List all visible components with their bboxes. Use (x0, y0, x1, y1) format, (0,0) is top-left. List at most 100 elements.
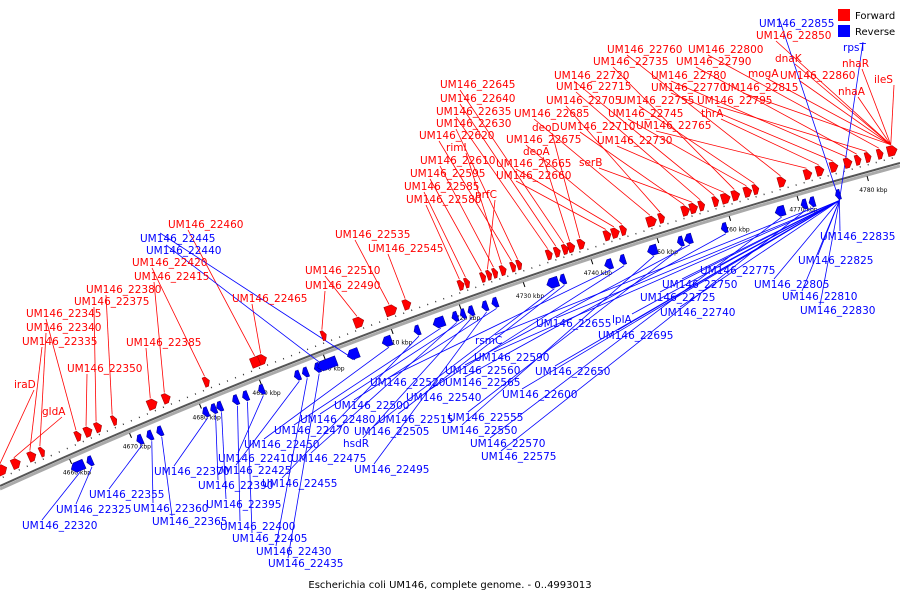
forward-gene[interactable] (37, 446, 47, 458)
reverse-gene-arrow[interactable] (231, 394, 241, 406)
reverse-gene-label[interactable]: UM146_22575 (481, 451, 556, 463)
forward-gene-label[interactable]: UM146_22710 (560, 121, 635, 133)
reverse-gene[interactable] (85, 455, 95, 468)
forward-gene[interactable] (479, 271, 487, 283)
forward-gene-label[interactable]: UM146_22465 (232, 293, 307, 305)
forward-gene-arrow[interactable] (145, 397, 159, 411)
reverse-gene[interactable] (720, 222, 729, 234)
forward-gene-arrow[interactable] (201, 376, 211, 388)
forward-gene-arrow[interactable] (109, 415, 119, 427)
forward-gene-label[interactable]: dnaK (775, 53, 803, 65)
forward-gene-label[interactable]: UM146_22620 (419, 130, 494, 142)
forward-gene-label[interactable]: iraD (14, 379, 36, 391)
reverse-gene-label[interactable]: UM146_22395 (206, 499, 281, 511)
forward-gene-label[interactable]: UM146_22730 (597, 135, 672, 147)
forward-gene-arrow[interactable] (82, 425, 94, 438)
forward-gene[interactable] (863, 152, 872, 164)
forward-gene-arrow[interactable] (814, 165, 825, 177)
forward-gene[interactable] (552, 246, 562, 258)
reverse-gene[interactable] (480, 300, 490, 312)
reverse-gene-arrow[interactable] (300, 366, 310, 378)
forward-gene[interactable] (145, 397, 159, 411)
forward-gene-label[interactable]: UM146_22380 (86, 284, 161, 296)
reverse-gene-label[interactable]: UM146_22320 (22, 520, 97, 532)
reverse-gene[interactable] (558, 273, 568, 285)
forward-gene-label[interactable]: thrA (701, 108, 724, 120)
reverse-gene-label[interactable]: UM146_22370 (154, 466, 229, 478)
forward-gene[interactable] (828, 161, 839, 173)
forward-gene-arrow[interactable] (383, 303, 399, 318)
forward-gene-label[interactable]: gldA (42, 406, 66, 418)
forward-gene-label[interactable]: UM146_22735 (593, 56, 668, 68)
forward-gene-arrow[interactable] (9, 457, 22, 471)
reverse-gene-arrow[interactable] (459, 308, 468, 320)
reverse-gene[interactable] (834, 188, 842, 200)
reverse-gene[interactable] (646, 243, 659, 257)
forward-gene[interactable] (0, 463, 9, 477)
forward-gene-label[interactable]: UM146_22720 (554, 70, 629, 82)
forward-gene[interactable] (560, 243, 570, 256)
forward-gene-arrow[interactable] (828, 161, 839, 173)
reverse-gene-label[interactable]: rpsT (843, 42, 866, 54)
forward-gene-arrow[interactable] (619, 224, 628, 237)
forward-gene-arrow[interactable] (688, 202, 700, 215)
forward-gene-arrow[interactable] (401, 298, 413, 311)
reverse-gene-label[interactable]: UM146_22445 (140, 233, 215, 245)
reverse-gene-arrow[interactable] (201, 406, 211, 419)
reverse-gene[interactable] (69, 458, 87, 474)
forward-gene[interactable] (491, 267, 499, 279)
reverse-gene-label[interactable]: UM146_22725 (640, 292, 715, 304)
reverse-gene-label[interactable]: UM146_22435 (268, 558, 343, 570)
forward-gene-label[interactable]: prfC (475, 189, 497, 201)
forward-gene-label[interactable]: UM146_22420 (132, 257, 207, 269)
reverse-gene-arrow[interactable] (545, 275, 561, 289)
forward-gene[interactable] (456, 279, 466, 291)
reverse-gene-label[interactable]: UM146_22455 (262, 478, 337, 490)
forward-gene-label[interactable]: UM146_22675 (506, 134, 581, 146)
reverse-gene-label[interactable]: UM146_22425 (216, 465, 291, 477)
forward-gene-label[interactable]: UM146_22755 (619, 95, 694, 107)
forward-gene[interactable] (645, 215, 659, 228)
forward-gene-label[interactable]: UM146_22765 (636, 120, 711, 132)
forward-gene-label[interactable]: UM146_22815 (723, 82, 798, 94)
forward-gene-arrow[interactable] (456, 279, 466, 291)
forward-gene[interactable] (82, 425, 94, 438)
forward-gene-arrow[interactable] (498, 264, 508, 277)
reverse-gene-label[interactable]: UM146_22560 (445, 365, 520, 377)
forward-gene[interactable] (602, 229, 613, 242)
forward-gene-label[interactable]: UM146_22635 (436, 106, 511, 118)
forward-gene-label[interactable]: UM146_22630 (436, 118, 511, 130)
reverse-gene-arrow[interactable] (683, 232, 694, 245)
forward-gene-arrow[interactable] (160, 392, 172, 405)
forward-gene-arrow[interactable] (0, 463, 9, 477)
reverse-gene-label[interactable]: UM146_22695 (598, 330, 673, 342)
reverse-gene-arrow[interactable] (558, 273, 568, 285)
reverse-gene-arrow[interactable] (490, 296, 500, 308)
forward-gene-label[interactable]: deoA (523, 146, 551, 158)
reverse-gene-label[interactable]: UM146_22750 (662, 279, 737, 291)
forward-gene[interactable] (697, 200, 707, 212)
reverse-gene-arrow[interactable] (808, 196, 817, 208)
reverse-gene-label[interactable]: UM146_22405 (232, 533, 307, 545)
reverse-gene[interactable] (603, 258, 615, 270)
reverse-gene-label[interactable]: UM146_22360 (133, 503, 208, 515)
forward-gene-label[interactable]: UM146_22715 (556, 81, 631, 93)
forward-gene-arrow[interactable] (610, 227, 621, 239)
reverse-gene-label[interactable]: UM146_22430 (256, 546, 331, 558)
forward-gene-arrow[interactable] (485, 269, 493, 281)
forward-gene-label[interactable]: UM146_22335 (22, 336, 97, 348)
reverse-gene-label[interactable]: UM146_22440 (146, 245, 221, 257)
forward-gene-arrow[interactable] (657, 212, 666, 224)
forward-gene[interactable] (73, 430, 83, 442)
reverse-gene-arrow[interactable] (480, 300, 490, 312)
reverse-gene-label[interactable]: UM146_22505 (354, 426, 429, 438)
reverse-gene-label[interactable]: UM146_22740 (660, 307, 735, 319)
forward-gene[interactable] (9, 457, 22, 471)
reverse-gene[interactable] (808, 196, 817, 208)
forward-gene-label[interactable]: deoD (532, 122, 560, 134)
reverse-gene-label[interactable]: UM146_22835 (820, 231, 895, 243)
reverse-gene-label[interactable]: UM146_22830 (800, 305, 875, 317)
reverse-gene[interactable] (135, 433, 145, 446)
forward-gene-arrow[interactable] (515, 259, 523, 271)
reverse-gene[interactable] (676, 235, 685, 247)
